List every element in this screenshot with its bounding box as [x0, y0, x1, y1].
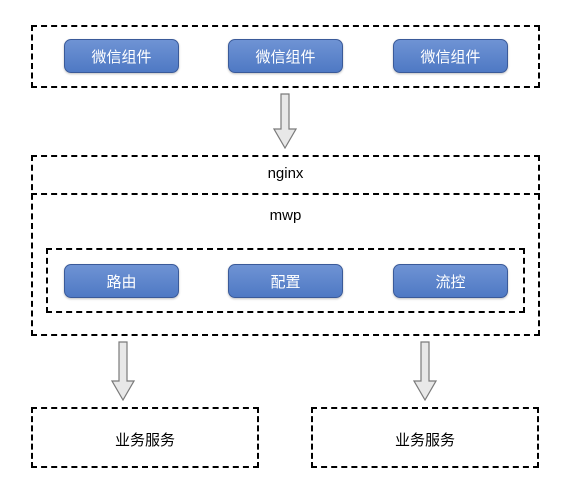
arrow-middle-to-right: [413, 341, 437, 401]
pill-label: 微信组件: [420, 46, 480, 67]
pill-flow: 流控: [393, 264, 508, 298]
diagram-canvas: 微信组件 微信组件 微信组件 nginx mwp 路由 配置 流控: [0, 0, 571, 500]
pill-label: 微信组件: [255, 46, 315, 67]
pill-config: 配置: [228, 264, 343, 298]
pill-label: 微信组件: [91, 46, 151, 67]
mwp-label: mwp: [31, 207, 540, 224]
pill-wechat-1: 微信组件: [64, 39, 179, 73]
pill-wechat-2: 微信组件: [228, 39, 343, 73]
pill-label: 配置: [270, 271, 300, 292]
pill-route: 路由: [64, 264, 179, 298]
pill-label: 流控: [435, 271, 465, 292]
pill-label: 路由: [106, 271, 136, 292]
arrow-middle-to-left: [111, 341, 135, 401]
pill-wechat-3: 微信组件: [393, 39, 508, 73]
bottom-left-label: 业务服务: [31, 429, 259, 450]
bottom-right-label: 业务服务: [311, 429, 539, 450]
arrow-top-to-middle: [273, 93, 297, 149]
nginx-label: nginx: [31, 165, 540, 182]
